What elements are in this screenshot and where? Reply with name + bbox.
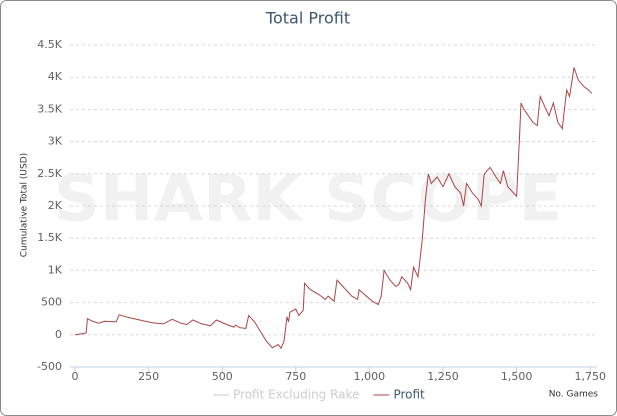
x-tick-label: 1,000	[354, 370, 386, 383]
x-tick-label: 500	[212, 370, 233, 383]
y-tick-label: 500	[41, 296, 62, 309]
y-axis-label: Cumulative Total (USD)	[20, 153, 30, 257]
y-tick-label: -500	[37, 360, 62, 373]
y-tick-label: 4K	[48, 70, 63, 83]
x-tick-label: 0	[72, 370, 79, 383]
chart-title: Total Profit	[265, 9, 350, 28]
x-tick-label: 1,250	[427, 370, 459, 383]
x-tick-label: 750	[285, 370, 306, 383]
y-tick-label: 0	[55, 328, 62, 341]
series-line	[74, 67, 593, 350]
y-tick-label: 3.5K	[37, 102, 62, 115]
legend-label: Profit Excluding Rake	[233, 388, 359, 402]
y-tick-label: 1K	[48, 263, 63, 276]
y-tick-label: 2.5K	[37, 167, 62, 180]
y-tick-label: 4.5K	[37, 38, 62, 51]
y-tick-label: 3K	[48, 135, 63, 148]
x-axis-label: No. Games	[549, 390, 599, 400]
y-tick-label: 2K	[48, 199, 63, 212]
x-tick-label: 1,750	[574, 370, 606, 383]
y-tick-label: 1.5K	[37, 231, 62, 244]
x-tick-label: 250	[138, 370, 159, 383]
legend-label: Profit	[393, 388, 425, 402]
watermark: SHARK SCOPE	[54, 163, 562, 237]
x-tick-label: 1,500	[501, 370, 533, 383]
